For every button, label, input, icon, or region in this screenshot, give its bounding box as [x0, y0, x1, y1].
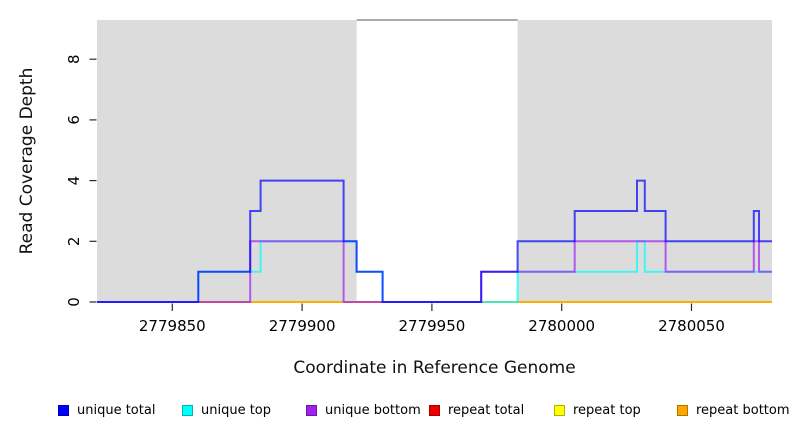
y-tick-label: 0	[65, 297, 83, 307]
legend-label: repeat total	[448, 402, 525, 418]
legend-item-repeat-total: repeat total	[429, 399, 524, 421]
y-tick-label: 8	[65, 54, 83, 64]
x-tick-label: 2780050	[658, 317, 725, 335]
legend-item-repeat-top: repeat top	[554, 399, 641, 421]
unique-total-line	[97, 179, 772, 303]
y-tick-label: 6	[65, 115, 83, 125]
shaded-region	[97, 20, 357, 303]
unique-bottom-line	[97, 240, 772, 303]
legend-item-unique-total: unique total	[58, 399, 155, 421]
x-tick-label: 2779850	[139, 317, 206, 335]
legend-swatch-repeat-bottom	[677, 404, 688, 416]
y-axis-title: Read Coverage Depth	[17, 67, 37, 255]
legend-label: unique total	[77, 402, 156, 418]
x-tick-label: 2779950	[398, 317, 465, 335]
x-tick-label: 2780000	[528, 317, 595, 335]
y-tick-label: 2	[65, 237, 83, 247]
legend-swatch-unique-top	[182, 404, 193, 416]
legend-label: unique bottom	[325, 402, 421, 418]
legend-item-unique-top: unique top	[182, 399, 271, 421]
legend-swatch-unique-total	[58, 404, 69, 416]
legend-swatch-unique-bottom	[306, 404, 317, 416]
legend-swatch-repeat-top	[554, 404, 565, 416]
legend-label: repeat top	[573, 402, 641, 418]
legend-item-unique-bottom: unique bottom	[306, 399, 421, 421]
coverage-plot: 2779850 2779900 2779950 2780000 2780050 0 2 4 6 8	[65, 19, 772, 335]
x-axis-title: Coordinate in Reference Genome	[293, 358, 576, 378]
y-tick-label: 4	[65, 176, 83, 186]
legend-label: unique top	[201, 402, 272, 418]
x-tick-label: 2779900	[269, 317, 336, 335]
legend-item-repeat-bottom: repeat bottom	[677, 399, 790, 421]
legend-label: repeat bottom	[696, 402, 790, 418]
legend-swatch-repeat-total	[429, 404, 440, 416]
